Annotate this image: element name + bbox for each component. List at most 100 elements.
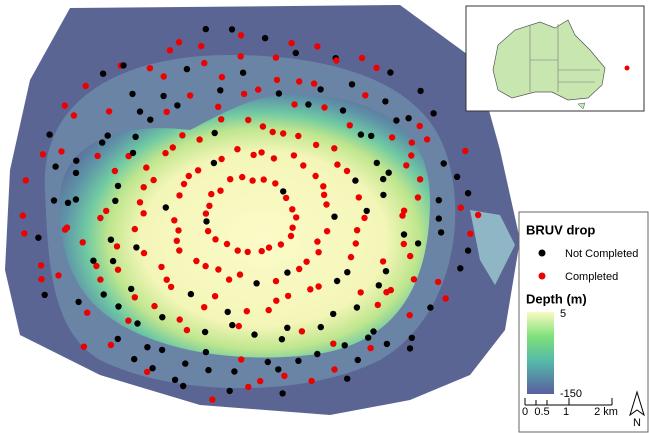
completed-drop xyxy=(283,195,289,201)
depth-max: 5 xyxy=(560,308,566,320)
not-completed-drop xyxy=(436,215,442,221)
completed-drop xyxy=(321,192,327,198)
completed-drop xyxy=(175,227,181,233)
not-completed-drop xyxy=(382,98,388,104)
completed-drop xyxy=(296,78,302,84)
completed-drop xyxy=(293,214,299,220)
completed-drop xyxy=(106,108,112,114)
legend-title: BRUV drop xyxy=(526,222,595,237)
not-completed-drop xyxy=(101,291,107,297)
not-completed-drop xyxy=(205,367,211,373)
completed-drop xyxy=(373,65,379,71)
completed-drop xyxy=(244,308,250,314)
not-completed-drop xyxy=(305,101,311,107)
not-completed-drop xyxy=(365,334,371,340)
completed-drop xyxy=(203,210,209,216)
not-completed-drop xyxy=(128,286,134,292)
completed-drop xyxy=(314,238,320,244)
not-completed-drop xyxy=(131,356,137,362)
not-completed-drop xyxy=(65,200,71,206)
not-completed-drop xyxy=(112,198,118,204)
completed-drop xyxy=(358,289,364,295)
not-completed-drop xyxy=(182,360,188,366)
not-completed-drop xyxy=(355,357,361,363)
completed-drop xyxy=(234,146,240,152)
completed-drop xyxy=(245,249,251,255)
completed-drop xyxy=(144,369,150,375)
not-completed-drop xyxy=(240,70,246,76)
not-completed-drop xyxy=(401,231,407,237)
not-completed-drop xyxy=(163,204,169,210)
not-completed-drop xyxy=(284,325,290,331)
completed-drop xyxy=(291,152,297,158)
completed-drop xyxy=(235,247,241,253)
not-completed-drop xyxy=(454,174,460,180)
not-completed-drop xyxy=(293,50,299,56)
not-completed-drop xyxy=(417,88,423,94)
completed-drop xyxy=(308,378,314,384)
completed-drop xyxy=(344,168,350,174)
completed-drop xyxy=(151,303,157,309)
not-completed-drop xyxy=(383,268,389,274)
inset-map xyxy=(466,6,644,111)
completed-drop xyxy=(212,236,218,242)
not-completed-drop xyxy=(180,383,186,389)
not-completed-drop xyxy=(438,229,444,235)
completed-drop xyxy=(462,148,468,154)
not-completed-drop xyxy=(73,196,79,202)
not-completed-drop xyxy=(174,102,180,108)
not-completed-drop xyxy=(295,358,301,364)
completed-drop xyxy=(314,43,320,49)
completed-drop xyxy=(270,129,276,135)
completed-drop xyxy=(280,130,286,136)
not-completed-drop xyxy=(407,345,413,351)
completed-drop xyxy=(315,249,321,255)
completed-drop xyxy=(23,177,29,183)
completed-drop xyxy=(209,396,215,402)
not-completed-drop xyxy=(90,258,96,264)
completed-drop xyxy=(184,327,190,333)
completed-drop xyxy=(324,228,330,234)
completed-drop xyxy=(415,194,421,200)
completed-drop xyxy=(272,180,278,186)
not-completed-drop xyxy=(415,240,421,246)
not-completed-drop xyxy=(184,66,190,72)
completed-drop xyxy=(202,263,208,269)
depth-title: Depth (m) xyxy=(526,291,587,306)
completed-drop xyxy=(176,192,182,198)
not-completed-drop xyxy=(132,134,138,140)
completed-drop xyxy=(353,240,359,246)
not-completed-drop xyxy=(129,91,135,97)
not-completed-drop xyxy=(358,131,364,137)
not-completed-drop xyxy=(159,347,165,353)
completed-drop xyxy=(84,310,90,316)
completed-drop xyxy=(108,342,114,348)
completed-drop xyxy=(141,184,147,190)
not-completed-drop xyxy=(73,170,79,176)
completed-drop xyxy=(212,293,218,299)
legend-label: Not Completed xyxy=(565,248,638,260)
completed-drop xyxy=(458,205,464,211)
not-completed-drop xyxy=(465,247,471,253)
completed-drop xyxy=(296,266,302,272)
completed-drop xyxy=(186,173,192,179)
not-completed-drop xyxy=(380,176,386,182)
completed-drop xyxy=(80,239,86,245)
completed-drop xyxy=(288,40,294,46)
completed-drop xyxy=(467,231,473,237)
not-completed-drop xyxy=(352,177,358,183)
completed-drop xyxy=(140,210,146,216)
not-completed-drop xyxy=(334,278,340,284)
not-completed-drop xyxy=(354,304,360,310)
completed-drop xyxy=(218,116,224,122)
completed-drop xyxy=(168,284,174,290)
not-completed-drop xyxy=(75,299,81,305)
completed-drop xyxy=(320,183,326,189)
not-completed-drop xyxy=(393,117,399,123)
not-completed-drop xyxy=(251,331,257,337)
north-label: N xyxy=(633,417,641,429)
completed-drop xyxy=(201,60,207,66)
completed-drop xyxy=(150,177,156,183)
completed-drop xyxy=(55,272,61,278)
completed-drop xyxy=(289,225,295,231)
